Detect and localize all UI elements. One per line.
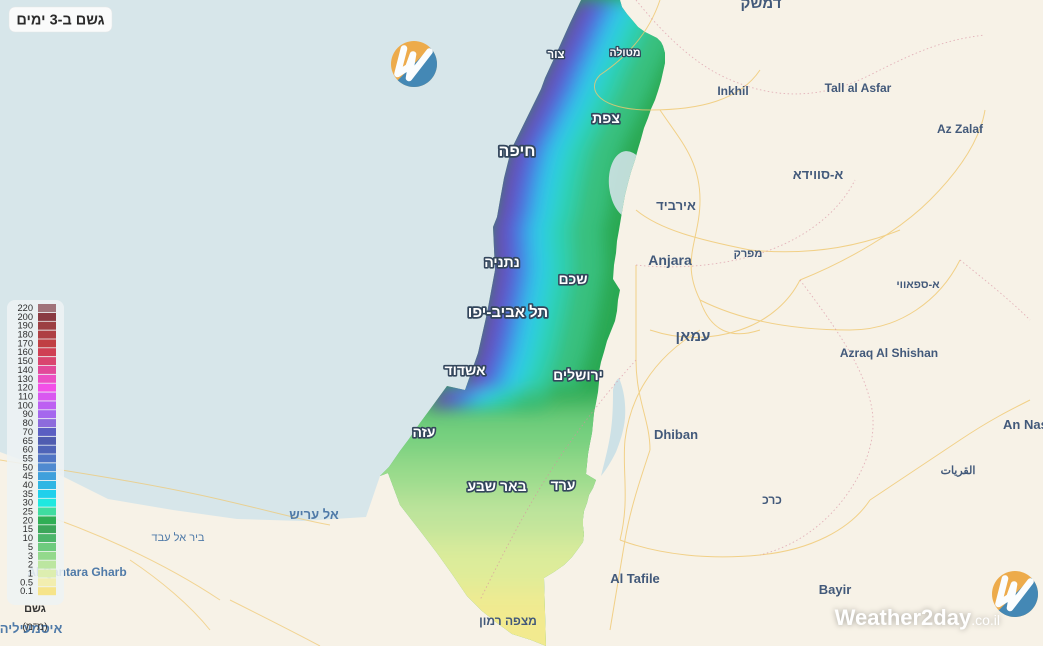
svg-text:ביר אל עבד: ביר אל עבד [151,531,204,544]
svg-text:An Nasifa: An Nasifa [1003,417,1043,432]
svg-text:מפרק: מפרק [734,248,763,260]
svg-text:כרכ: כרכ [762,493,782,507]
svg-text:القريات: القريات [941,465,976,477]
svg-text:באר שבע: באר שבע [467,478,526,494]
svg-text:אשדוד: אשדוד [444,362,486,378]
svg-text:אירביד: אירביד [656,198,696,213]
svg-text:Tall al Asfar: Tall al Asfar [825,81,892,95]
svg-text:ירושלים: ירושלים [553,367,603,383]
svg-text:Bayir: Bayir [819,582,852,597]
svg-text:עמאן: עמאן [676,328,711,345]
svg-text:גשם: גשם [24,603,46,615]
svg-text:0.1: 0.1 [20,586,33,596]
svg-text:תל אביב-יפו: תל אביב-יפו [468,304,548,321]
svg-text:א-סווידא: א-סווידא [793,167,844,182]
svg-text:Al Tafile: Al Tafile [610,571,660,586]
svg-text:ערד: ערד [551,477,576,493]
svg-text:אל עריש: אל עריש [289,507,339,522]
svg-text:צפת: צפת [592,110,620,126]
svg-text:חיפה: חיפה [499,143,536,160]
svg-text:Az Zalaf: Az Zalaf [937,122,984,136]
svg-text:מצפה רמון: מצפה רמון [479,614,537,628]
svg-text:צור: צור [547,49,564,61]
svg-text:גשם ב-3 ימים: גשם ב-3 ימים [16,13,104,29]
svg-text:Inkhil: Inkhil [717,84,748,98]
svg-text:Dhiban: Dhiban [654,427,698,442]
svg-text:Azraq Al Shishan: Azraq Al Shishan [840,346,938,360]
svg-text:א-ספאווי: א-ספאווי [896,279,940,291]
svg-text:Anjara: Anjara [648,252,692,268]
svg-text:עזה: עזה [413,424,436,440]
svg-text:(מ"מ): (מ"מ) [22,621,47,633]
svg-text:נתניה: נתניה [484,254,520,270]
svg-text:שכם: שכם [558,271,587,287]
svg-text:דמשק: דמשק [741,0,782,12]
svg-text:מטולה: מטולה [610,47,641,59]
